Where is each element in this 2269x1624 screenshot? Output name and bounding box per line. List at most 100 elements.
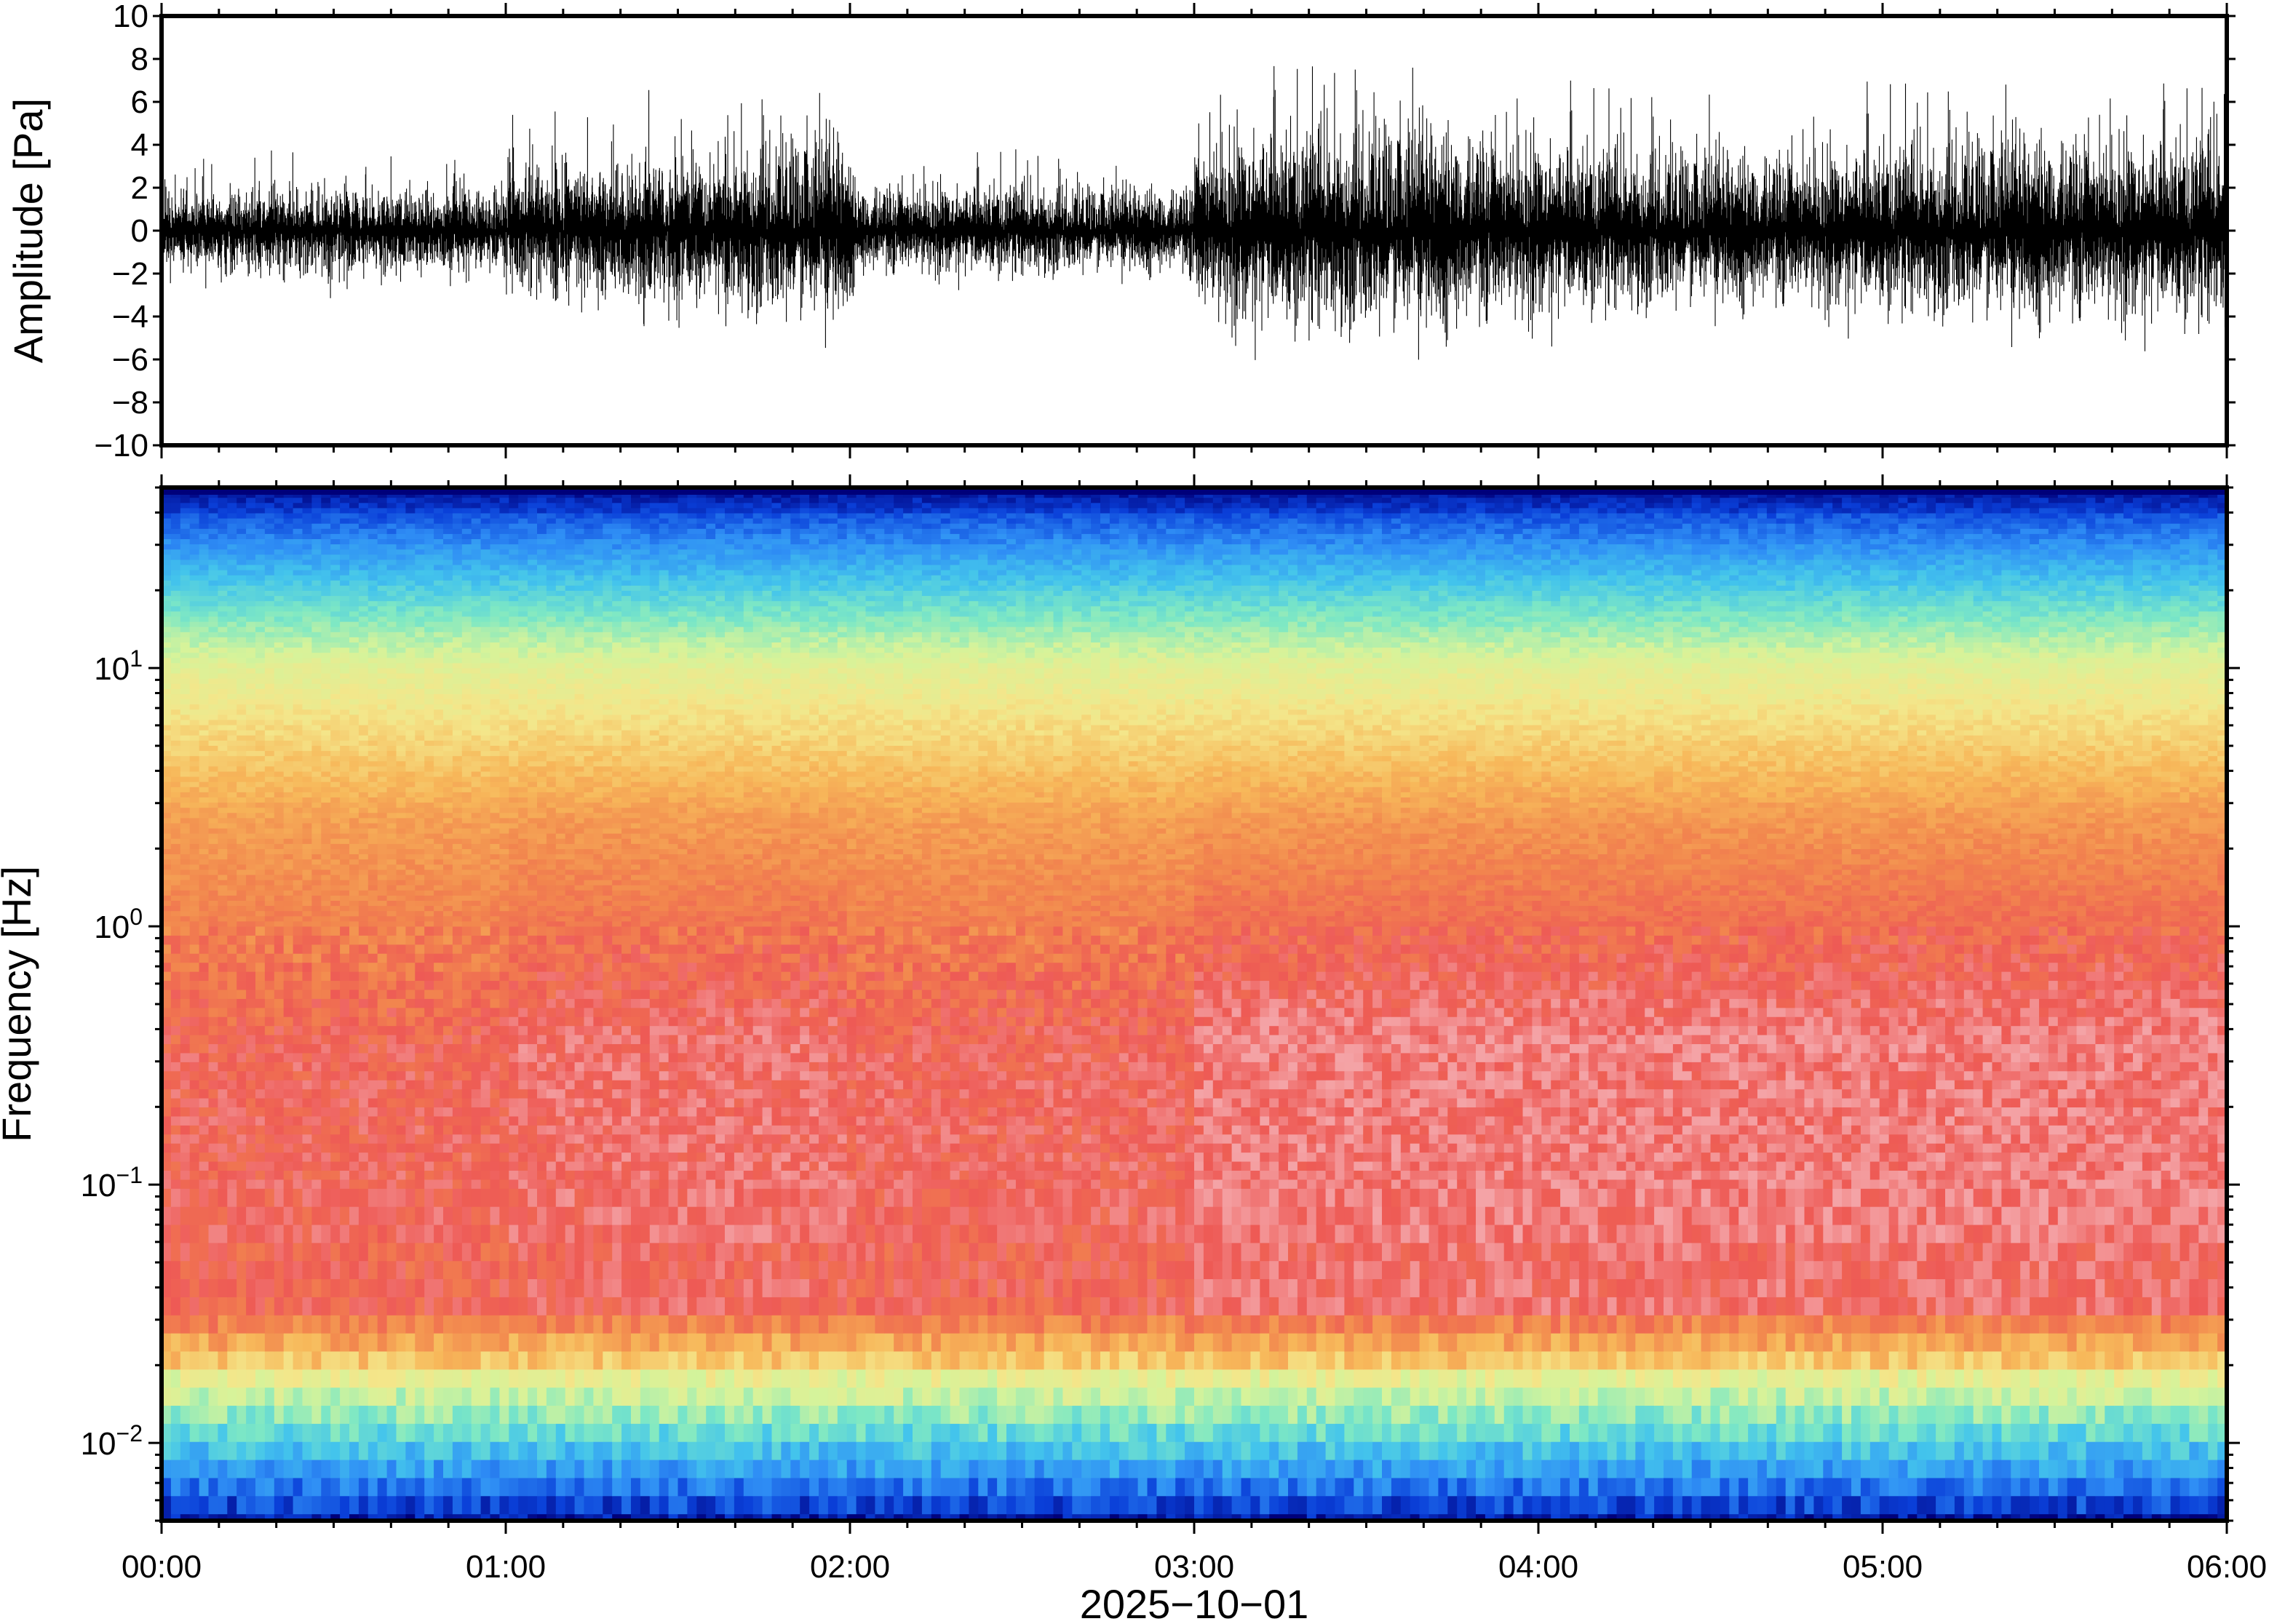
spectrogram-cell (499, 565, 509, 571)
spectrogram-cell (302, 1279, 312, 1298)
spectrogram-cell (321, 1170, 331, 1180)
spectrogram-cell (302, 730, 312, 736)
spectrogram-cell (461, 1496, 472, 1515)
spectrogram-cell (321, 916, 331, 922)
spectrogram-cell (471, 1333, 482, 1353)
spectrogram-cell (180, 864, 191, 870)
spectrogram-cell (377, 632, 388, 638)
spectrogram-cell (424, 926, 434, 936)
spectrogram-cell (340, 523, 350, 530)
spectrogram-cell (180, 1297, 191, 1316)
spectrogram-cell (199, 596, 210, 602)
spectrogram-cell (424, 533, 434, 540)
spectrogram-cell (452, 971, 463, 982)
spectrogram-cell (311, 688, 322, 695)
spectrogram-cell (386, 963, 397, 973)
spectrogram-cell (490, 518, 500, 525)
spectrogram-cell (358, 621, 369, 628)
spectrogram-cell (311, 725, 322, 731)
spectrogram-cell (302, 740, 312, 747)
spectrogram-cell (293, 1008, 303, 1018)
spectrogram-cell (499, 843, 509, 850)
spectrogram-cell (218, 1423, 228, 1443)
spectrogram-cell (452, 570, 463, 576)
spectrogram-cell (396, 704, 406, 710)
spectrogram-cell (434, 611, 444, 618)
spectrogram-cell (358, 709, 369, 715)
spectrogram-cell (452, 1351, 463, 1370)
spectrogram-cell (452, 854, 463, 860)
spectrogram-cell (237, 658, 247, 664)
spectrogram-cell (499, 715, 509, 721)
spectrogram-cell (461, 771, 472, 778)
spectrogram-cell (377, 921, 388, 928)
spectrogram-cell (208, 1134, 218, 1145)
spectrogram-cell (293, 642, 303, 648)
spectrogram-cell (405, 823, 416, 829)
spectrogram-cell (461, 1008, 472, 1018)
spectrogram-cell (208, 1514, 218, 1521)
spectrogram-cell (293, 740, 303, 747)
spectrogram-cell (471, 1478, 482, 1497)
spectrogram-cell (255, 570, 266, 576)
spectrogram-cell (311, 1071, 322, 1081)
spectrogram-cell (405, 1261, 416, 1280)
spectrogram-cell (180, 971, 191, 982)
spectrogram-cell (302, 1297, 312, 1316)
spectrogram-cell (452, 818, 463, 824)
spectrogram-cell (189, 730, 200, 736)
spectrogram-cell (480, 803, 491, 808)
spectrogram-cell (330, 787, 341, 793)
spectrogram-cell (443, 549, 453, 555)
spectrogram-cell (434, 849, 444, 855)
spectrogram-cell (227, 533, 237, 540)
spectrogram-cell (321, 1179, 331, 1190)
spectrogram-cell (321, 533, 331, 540)
spectrogram-cell (452, 1071, 463, 1081)
spectrogram-cell (396, 1279, 406, 1298)
spectrogram-cell (358, 518, 369, 525)
spectrogram-cell (405, 493, 416, 498)
spectrogram-cell (386, 828, 397, 835)
spectrogram-cell (480, 1406, 491, 1425)
spectrogram-cell (396, 668, 406, 674)
spectrogram-cell (340, 1125, 350, 1135)
spectrogram-cell (490, 808, 500, 813)
spectrogram-cell (283, 803, 294, 808)
spectrogram-cell (471, 1351, 482, 1370)
spectrogram-cell (499, 673, 509, 680)
spectrogram-cell (405, 653, 416, 658)
spectrogram-cell (367, 565, 378, 571)
spectrogram-cell (208, 606, 218, 612)
spectrogram-cell (443, 1369, 453, 1388)
spectrogram-cell (499, 694, 509, 700)
spectrogram-cell (499, 813, 509, 819)
spectrogram-cell (189, 498, 200, 503)
spectrogram-cell (255, 1153, 266, 1163)
spectrogram-cell (162, 1460, 172, 1479)
spectrogram-cell (162, 699, 172, 705)
spectrogram-cell (443, 885, 453, 891)
spectrogram-cell (452, 725, 463, 731)
spectrogram-cell (283, 971, 294, 982)
spectrogram-cell (490, 565, 500, 571)
spectrogram-cell (330, 880, 341, 886)
spectrogram-cell (330, 596, 341, 602)
spectrogram-cell (237, 1125, 247, 1135)
spectrogram-cell (386, 1125, 397, 1135)
spectrogram-cell (480, 544, 491, 550)
spectrogram-cell (330, 1143, 341, 1153)
spectrogram-cell (208, 1008, 218, 1018)
spectrogram-cell (208, 663, 218, 669)
spectrogram-cell (283, 1071, 294, 1081)
spectrogram-cell (199, 648, 210, 653)
spectrogram-cell (471, 533, 482, 540)
spectrogram-cell (452, 1478, 463, 1497)
spectrogram-cell (415, 580, 425, 586)
spectrogram-cell (218, 688, 228, 695)
spectrogram-cell (424, 1125, 434, 1135)
spectrogram-cell (499, 730, 509, 736)
spectrogram-cell (471, 560, 482, 566)
spectrogram-cell (396, 890, 406, 896)
spectrogram-cell (218, 554, 228, 560)
